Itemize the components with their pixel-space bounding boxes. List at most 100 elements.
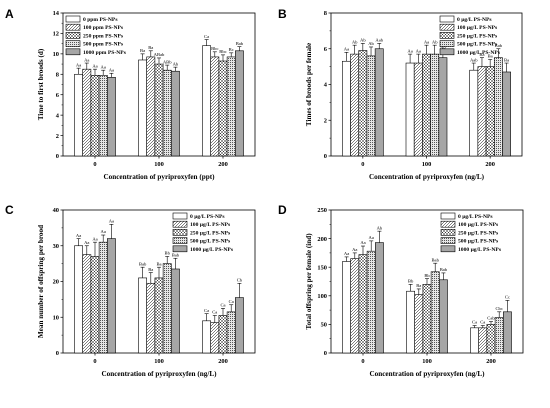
significance-letter: Ab bbox=[352, 39, 358, 44]
legend-swatch bbox=[440, 245, 456, 253]
significance-letter: Aa bbox=[424, 39, 429, 44]
x-tick-label: 200 bbox=[218, 358, 228, 365]
significance-letter: Bab bbox=[172, 252, 180, 257]
significance-letter: Ca bbox=[480, 320, 485, 325]
legend-label: 0 ppm PS-NPs bbox=[83, 17, 118, 23]
significance-letter: Ca bbox=[204, 34, 209, 39]
x-axis-title: Concentration of pyriproxyfen (ng/L) bbox=[369, 173, 485, 181]
legend-label: 250 µg/L PS-NPs bbox=[458, 230, 499, 236]
significance-letter: Aa bbox=[407, 48, 412, 53]
significance-letter: Bab bbox=[236, 41, 244, 46]
significance-letter: Ba bbox=[140, 48, 145, 53]
significance-letter: Bab bbox=[431, 257, 439, 262]
significance-letter: Cbc bbox=[495, 306, 502, 311]
legend-label: 1000 µg/L PS-NPs bbox=[190, 247, 234, 253]
y-tick-label: 2 bbox=[56, 133, 59, 140]
bar bbox=[413, 62, 423, 157]
significance-letter: Aa bbox=[101, 229, 106, 234]
bar bbox=[493, 57, 503, 157]
bar bbox=[98, 241, 108, 354]
legend-swatch bbox=[172, 220, 188, 228]
bar bbox=[138, 59, 147, 157]
significance-letter: Bb bbox=[408, 279, 414, 284]
bar bbox=[477, 66, 487, 157]
y-tick-label: 150 bbox=[317, 264, 327, 271]
significance-letter: Ca bbox=[220, 303, 225, 308]
significance-letter: Aa bbox=[360, 240, 365, 245]
bar bbox=[350, 258, 360, 354]
panel-label: A bbox=[5, 7, 14, 21]
legend-label: 500 µg/L PS-NPs bbox=[458, 239, 499, 245]
y-tick-label: 0 bbox=[324, 350, 327, 357]
legend-swatch bbox=[440, 212, 456, 220]
bar bbox=[154, 63, 164, 157]
bar bbox=[438, 57, 448, 157]
significance-letter: Ba bbox=[148, 45, 153, 50]
y-tick-label: 6 bbox=[324, 46, 328, 53]
y-tick-label: 2 bbox=[324, 117, 327, 124]
significance-letter: Ab bbox=[173, 61, 179, 66]
significance-letter: Aab bbox=[375, 38, 383, 43]
x-tick-label: 100 bbox=[422, 161, 432, 168]
significance-letter: Aa bbox=[92, 236, 97, 241]
bar bbox=[502, 71, 511, 157]
significance-letter: Aab bbox=[470, 57, 478, 62]
legend-swatch bbox=[439, 23, 455, 31]
x-tick-label: 200 bbox=[485, 161, 495, 168]
x-tick-label: 100 bbox=[154, 358, 164, 365]
legend-swatch bbox=[65, 40, 81, 47]
significance-letter: Ab bbox=[432, 39, 438, 44]
bar bbox=[470, 327, 479, 354]
significance-letter: ABab bbox=[154, 52, 165, 57]
bar bbox=[171, 70, 180, 157]
legend-label: 0 µg/L PS-NPs bbox=[458, 214, 493, 220]
x-axis-title: Concentration of pyriproxyfen (ng/L) bbox=[101, 370, 217, 378]
bar bbox=[138, 277, 147, 354]
y-tick-label: 4 bbox=[56, 112, 60, 119]
significance-letter: Ba bbox=[416, 283, 421, 288]
legend-label: 1000 µg/L PS-NPs bbox=[458, 247, 502, 253]
legend-swatch bbox=[440, 237, 456, 244]
x-tick-label: 0 bbox=[93, 161, 96, 168]
x-tick-label: 100 bbox=[154, 161, 164, 168]
x-tick-label: 100 bbox=[422, 358, 432, 365]
bar bbox=[146, 282, 156, 354]
legend-swatch bbox=[172, 212, 188, 220]
bar bbox=[82, 68, 92, 157]
y-axis-title: Mean number of offspring per brood bbox=[37, 225, 45, 338]
significance-letter: Bbc bbox=[211, 46, 218, 51]
significance-letter: Aa bbox=[344, 251, 349, 256]
x-tick-label: 0 bbox=[361, 358, 364, 365]
bar bbox=[154, 277, 164, 354]
bar bbox=[469, 69, 479, 157]
legend-swatch bbox=[440, 220, 456, 228]
legend-swatch bbox=[65, 23, 81, 31]
bar bbox=[107, 77, 116, 157]
legend-label: 0 µg/L PS-NPs bbox=[457, 17, 492, 23]
bar bbox=[430, 271, 440, 354]
bar bbox=[74, 245, 83, 354]
legend-label: 100 µg/L PS-NPs bbox=[457, 25, 498, 31]
y-tick-label: 8 bbox=[324, 10, 327, 17]
bar bbox=[82, 254, 92, 354]
significance-letter: Ba bbox=[148, 267, 153, 272]
legend-swatch bbox=[172, 229, 188, 236]
x-axis-title: Concentration of pyriproxyfen (ppt) bbox=[103, 173, 215, 181]
y-tick-label: 50 bbox=[321, 322, 327, 329]
significance-letter: Ab bbox=[377, 225, 383, 230]
significance-letter: Bbc bbox=[219, 49, 226, 54]
significance-letter: Ab bbox=[368, 41, 374, 46]
significance-letter: Aa bbox=[84, 57, 89, 62]
y-tick-label: 100 bbox=[317, 293, 327, 300]
bar bbox=[486, 324, 496, 354]
legend-label: 500 µg/L PS-NPs bbox=[190, 239, 231, 245]
bar bbox=[235, 50, 244, 157]
legend-swatch bbox=[439, 15, 455, 23]
bar bbox=[494, 317, 504, 354]
bar bbox=[405, 62, 415, 157]
legend-swatch bbox=[439, 48, 455, 56]
bar bbox=[146, 56, 156, 157]
legend-swatch bbox=[439, 32, 455, 39]
